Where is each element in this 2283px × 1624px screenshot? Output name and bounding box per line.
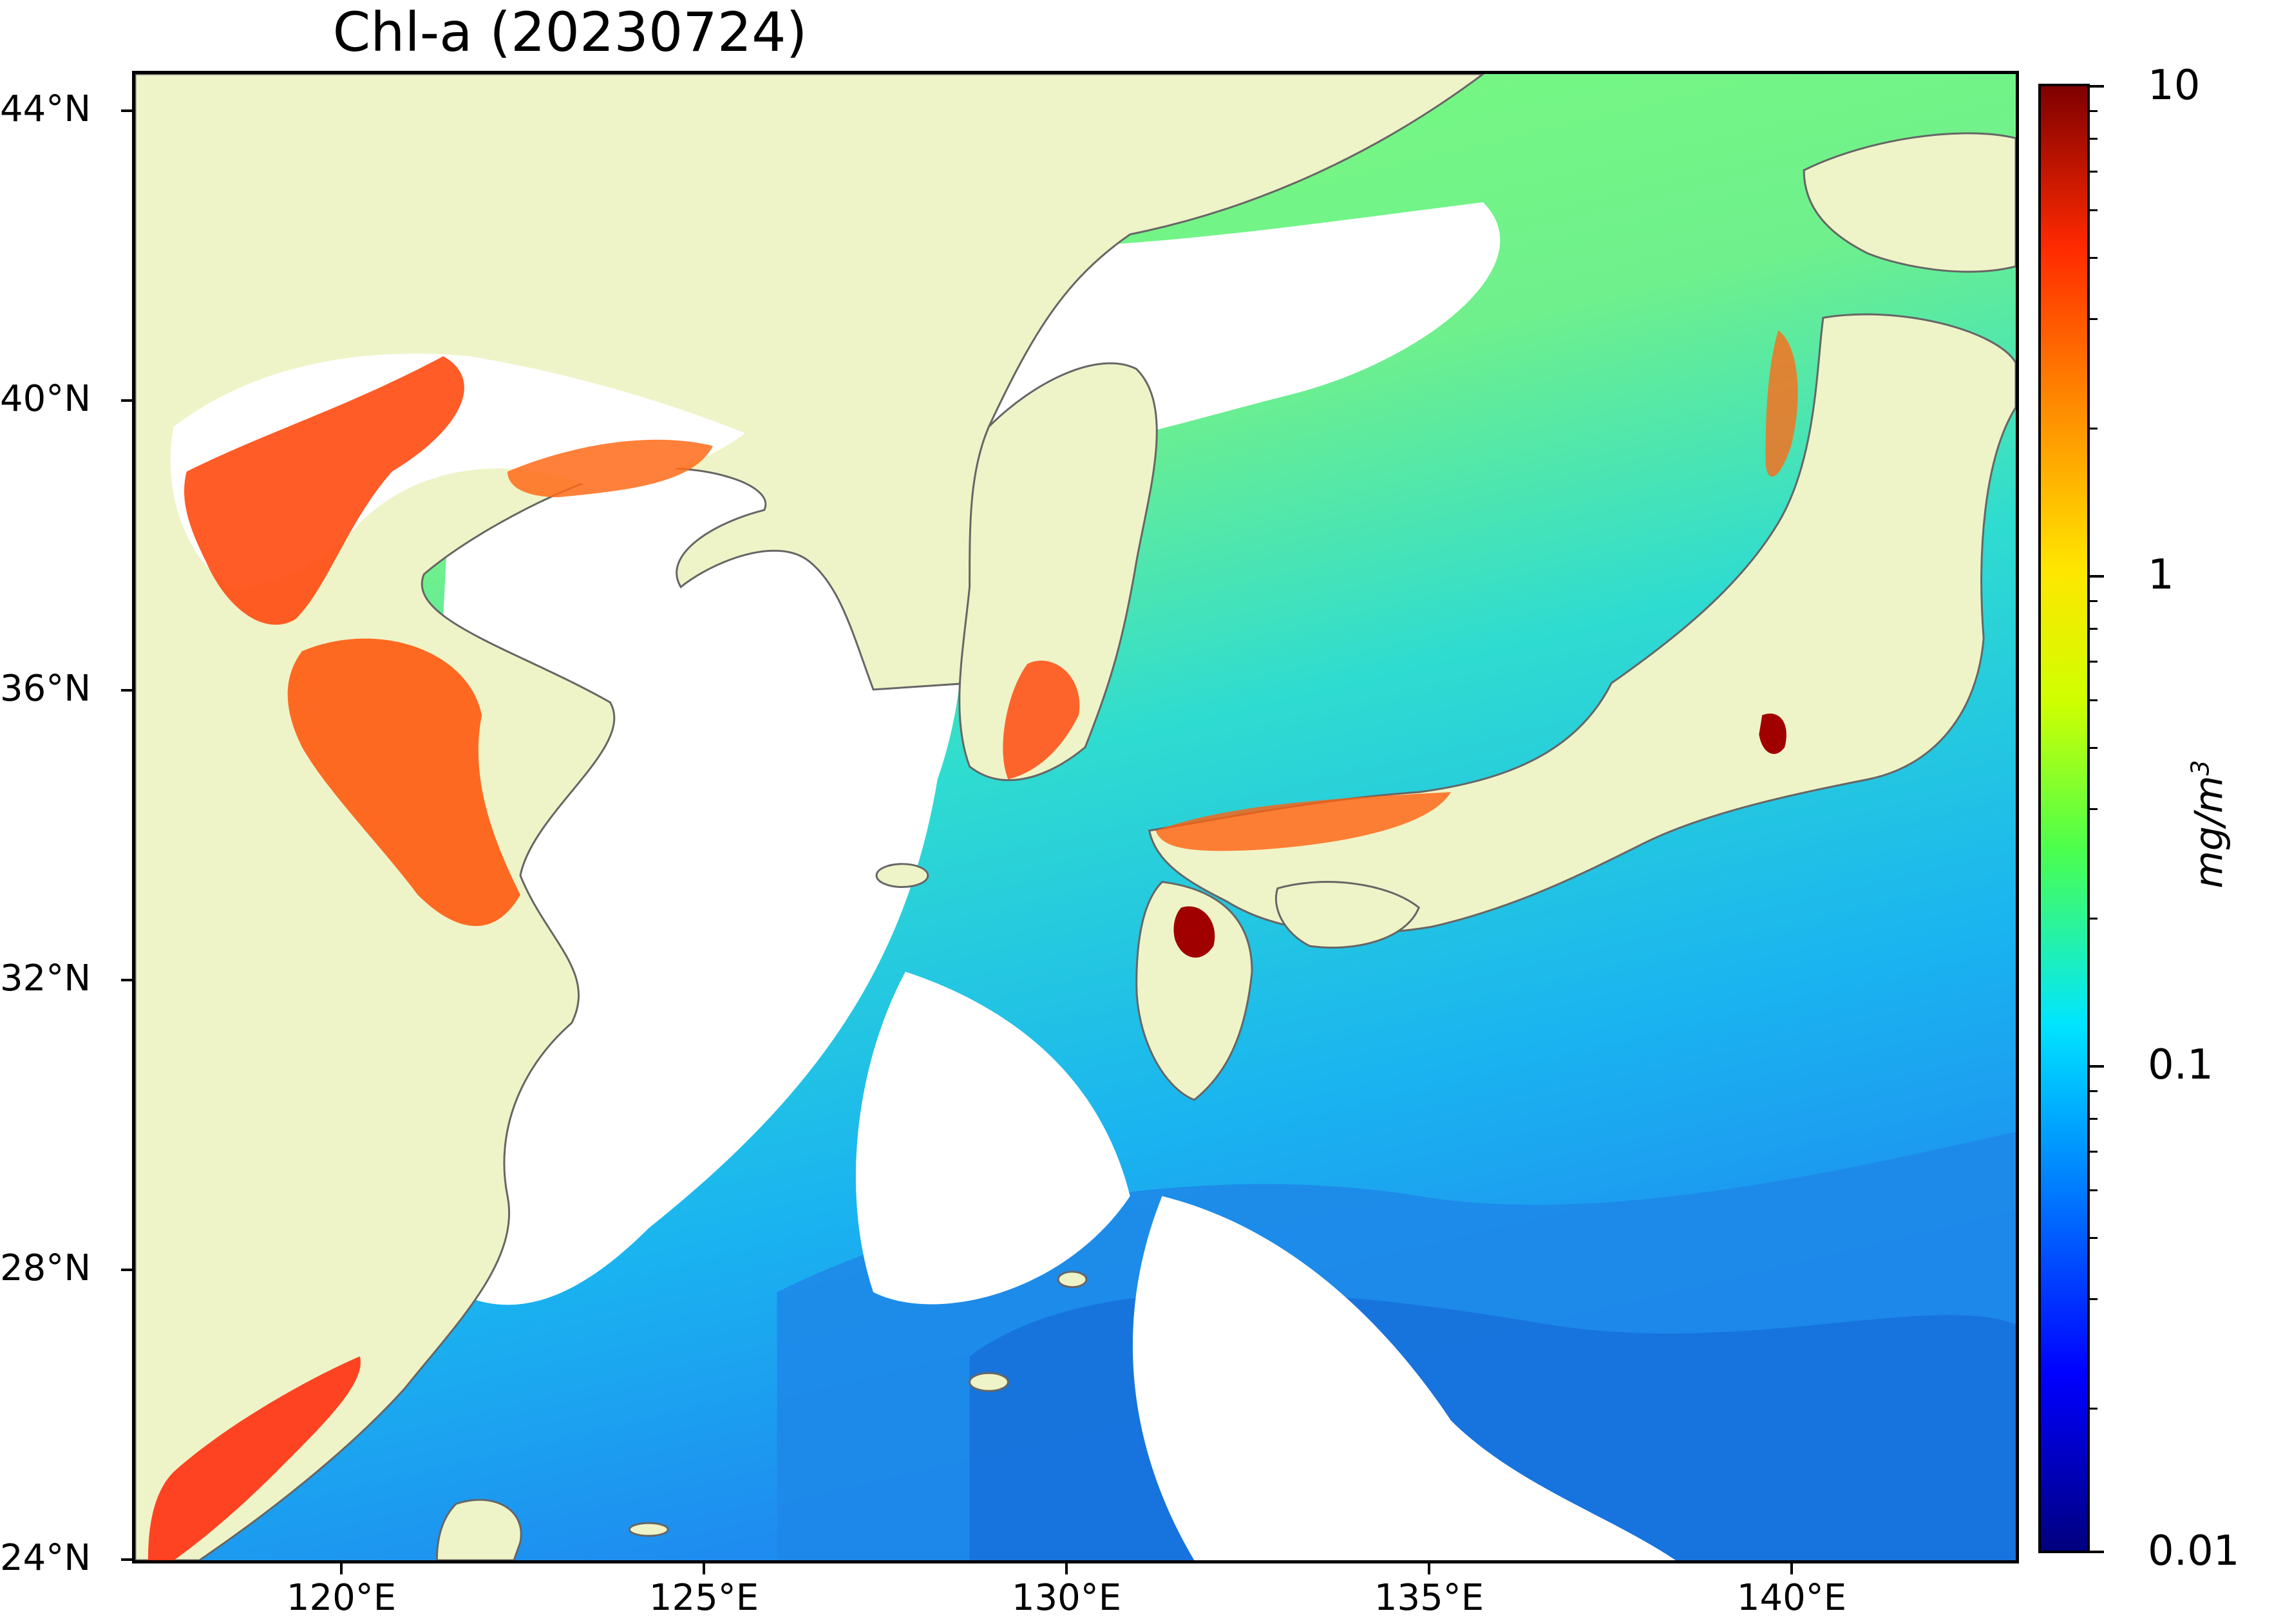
colorbar-minor-tick xyxy=(2090,661,2098,663)
lat-tick-label: 40°N xyxy=(0,378,91,420)
lat-tick-mark xyxy=(121,109,132,112)
land-taiwan xyxy=(435,1498,522,1560)
colorbar-minor-tick xyxy=(2090,138,2098,140)
colorbar-minor-tick xyxy=(2090,1189,2098,1191)
cloud-south xyxy=(1132,1196,1676,1560)
lat-tick-mark xyxy=(121,689,132,692)
colorbar-minor-tick xyxy=(2090,1118,2098,1120)
colorbar-minor-tick xyxy=(2090,699,2098,701)
colorbar-minor-tick xyxy=(2090,600,2098,602)
lon-tick-label: 120°E xyxy=(286,1577,397,1619)
lon-tick-label: 135°E xyxy=(1374,1577,1484,1619)
bloom-jiangsu-coast xyxy=(287,638,520,927)
lat-tick-mark xyxy=(121,399,132,402)
colorbar-tick-label: 0.01 xyxy=(2148,1527,2240,1575)
land-hokkaido xyxy=(1803,132,2016,273)
colorbar-minor-tick xyxy=(2090,1298,2098,1300)
unit-superscript: 3 xyxy=(2186,760,2215,776)
bloom-tokyo-bay xyxy=(1759,713,1786,754)
cloud-east-china-sea xyxy=(855,971,1130,1305)
lat-tick-mark xyxy=(121,1269,132,1271)
colorbar-minor-tick xyxy=(2090,110,2098,112)
map-title: Chl-a (20230724) xyxy=(332,1,808,64)
colorbar xyxy=(2038,84,2090,1553)
colorbar-tick-label: 10 xyxy=(2148,62,2201,109)
lon-tick-label: 125°E xyxy=(649,1577,759,1619)
colorbar-minor-tick xyxy=(2090,1090,2098,1092)
land-amami xyxy=(1057,1270,1088,1289)
colorbar-minor-tick xyxy=(2090,1237,2098,1239)
colorbar-tick-mark xyxy=(2090,1065,2104,1068)
colorbar-minor-tick xyxy=(2090,257,2098,259)
colorbar-tick-mark xyxy=(2090,575,2104,578)
bloom-yalu-river xyxy=(507,439,713,498)
map-panel xyxy=(132,71,2019,1563)
lon-tick-mark xyxy=(703,1563,705,1574)
lon-tick-mark xyxy=(1065,1563,1068,1574)
colorbar-tick-label: 1 xyxy=(2148,551,2174,599)
colorbar-minor-tick xyxy=(2090,628,2098,630)
bloom-ariake-sea xyxy=(1173,906,1215,958)
bloom-sendai-coast xyxy=(1765,330,1798,477)
land-okinawa xyxy=(969,1372,1009,1392)
land-korea xyxy=(958,362,1158,781)
lon-tick-label: 140°E xyxy=(1736,1577,1847,1619)
lat-tick-label: 32°N xyxy=(0,958,91,999)
lat-tick-mark xyxy=(121,979,132,981)
colorbar-minor-tick xyxy=(2090,808,2098,810)
colorbar-minor-tick xyxy=(2090,1151,2098,1153)
bloom-fujian-coast xyxy=(147,1356,361,1560)
land-honshu xyxy=(1148,313,2016,934)
land-miyako xyxy=(628,1522,669,1537)
land-kyushu xyxy=(1135,880,1253,1101)
cloud-yellow-sea xyxy=(436,404,963,1305)
lon-tick-label: 130°E xyxy=(1011,1577,1122,1619)
colorbar-tick-mark xyxy=(2090,1551,2104,1553)
colorbar-tick-label: 0.1 xyxy=(2148,1041,2213,1089)
colorbar-minor-tick xyxy=(2090,318,2098,320)
bloom-liaodong-bay xyxy=(184,356,464,625)
colorbar-unit-label: mg/m3 xyxy=(2186,760,2232,888)
colorbar-minor-tick xyxy=(2090,209,2098,211)
lat-tick-label: 44°N xyxy=(0,88,91,130)
lat-tick-label: 28°N xyxy=(0,1247,91,1289)
bloom-seto-inland-sea xyxy=(1155,792,1452,851)
lat-tick-mark xyxy=(121,1558,132,1561)
lat-tick-label: 36°N xyxy=(0,668,91,710)
land-jeju xyxy=(875,863,929,889)
chlorophyll-map xyxy=(135,74,2016,1560)
colorbar-minor-tick xyxy=(2090,171,2098,173)
lon-tick-mark xyxy=(1790,1563,1793,1574)
bloom-korea-east xyxy=(1003,660,1080,780)
colorbar-minor-tick xyxy=(2090,918,2098,920)
colorbar-minor-tick xyxy=(2090,1408,2098,1410)
lat-tick-label: 24°N xyxy=(0,1537,91,1579)
lon-tick-mark xyxy=(1428,1563,1430,1574)
unit-text: mg/m xyxy=(2186,775,2232,889)
colorbar-minor-tick xyxy=(2090,747,2098,749)
colorbar-tick-mark xyxy=(2090,85,2104,88)
land-shikoku xyxy=(1274,881,1420,949)
lon-tick-mark xyxy=(340,1563,343,1574)
colorbar-minor-tick xyxy=(2090,428,2098,430)
